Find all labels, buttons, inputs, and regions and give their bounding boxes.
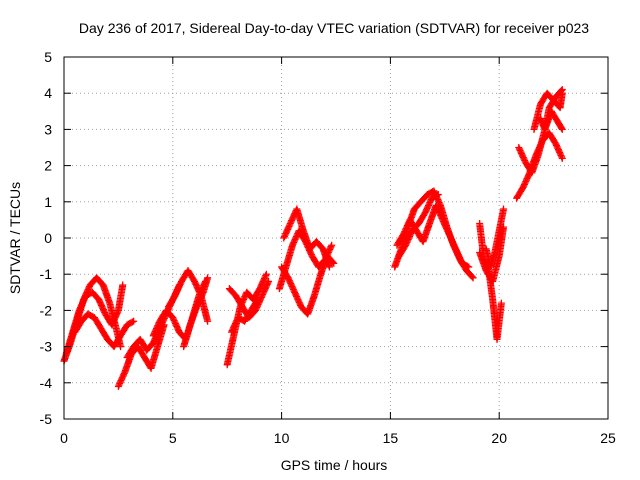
data-point bbox=[558, 86, 566, 94]
data-series-track-24 bbox=[537, 86, 566, 133]
data-series-track-11 bbox=[228, 296, 262, 336]
data-point bbox=[204, 317, 212, 325]
y-axis-label: SDTVAR / TECUs bbox=[7, 182, 23, 294]
y-tick-label: 3 bbox=[44, 121, 52, 137]
data-point bbox=[330, 259, 338, 267]
data-point bbox=[558, 124, 566, 132]
x-tick-label: 5 bbox=[169, 430, 177, 446]
x-axis-label: GPS time / hours bbox=[281, 457, 388, 473]
y-tick-label: -4 bbox=[40, 375, 53, 391]
data-series-track-2 bbox=[62, 281, 127, 358]
data-point bbox=[433, 191, 441, 199]
data-series-track-8 bbox=[180, 274, 212, 351]
data-point bbox=[469, 274, 477, 282]
x-tick-label: 20 bbox=[491, 430, 507, 446]
data-point bbox=[434, 191, 442, 199]
data-series-track-3 bbox=[71, 310, 138, 351]
data-series-track-16 bbox=[393, 201, 473, 271]
y-tick-label: 2 bbox=[44, 158, 52, 174]
data-point bbox=[497, 299, 505, 307]
data-point bbox=[119, 281, 127, 289]
y-tick-label: 4 bbox=[44, 85, 52, 101]
x-tick-label: 25 bbox=[600, 430, 616, 446]
data-point bbox=[558, 154, 566, 162]
y-tick-label: -1 bbox=[40, 266, 53, 282]
data-point bbox=[465, 263, 473, 271]
x-tick-label: 0 bbox=[60, 430, 68, 446]
y-tick-label: -3 bbox=[40, 339, 53, 355]
y-tick-label: 5 bbox=[44, 49, 52, 65]
y-tick-label: 1 bbox=[44, 194, 52, 210]
data-series-track-20 bbox=[482, 205, 508, 271]
data-point bbox=[262, 272, 270, 280]
x-tick-label: 10 bbox=[274, 430, 290, 446]
data-point bbox=[204, 274, 212, 282]
data-point bbox=[262, 270, 270, 278]
data-point bbox=[463, 262, 471, 270]
x-tick-label: 15 bbox=[383, 430, 399, 446]
data-point bbox=[117, 343, 125, 351]
data-point bbox=[265, 277, 273, 285]
data-point bbox=[254, 296, 262, 304]
data-point bbox=[325, 263, 333, 271]
data-point bbox=[328, 241, 336, 249]
data-point bbox=[128, 318, 136, 326]
data-point bbox=[327, 243, 335, 251]
data-point bbox=[130, 317, 138, 325]
tick-layer: 0 5 10 15 20 25 -5 -4 -3 -2 -1 0 1 2 3 4 5 bbox=[40, 49, 616, 446]
data-point bbox=[558, 153, 566, 161]
data-point bbox=[558, 125, 566, 133]
data-series-track-19 bbox=[476, 220, 505, 343]
y-tick-label: -5 bbox=[40, 411, 53, 427]
y-tick-label: 0 bbox=[44, 230, 52, 246]
data-layer bbox=[60, 86, 566, 390]
data-point bbox=[500, 205, 508, 213]
data-point bbox=[253, 297, 261, 305]
chart-title: Day 236 of 2017, Sidereal Day-to-day VTE… bbox=[79, 20, 589, 36]
data-point bbox=[264, 279, 272, 287]
data-series-track-17 bbox=[395, 191, 442, 260]
data-series-track-14 bbox=[280, 205, 333, 271]
data-point bbox=[557, 87, 565, 95]
y-tick-label: -2 bbox=[40, 302, 53, 318]
data-point bbox=[468, 273, 476, 281]
data-series-track-13 bbox=[278, 252, 338, 318]
